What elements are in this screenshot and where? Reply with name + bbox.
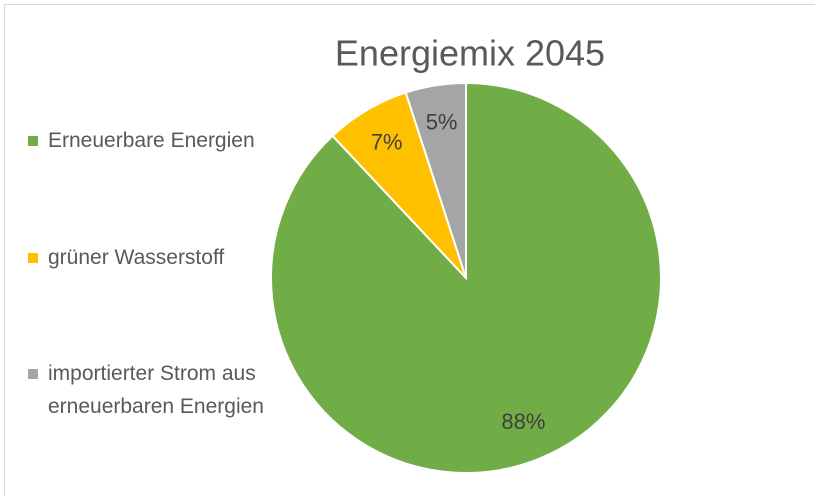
legend-swatch	[28, 136, 38, 146]
legend-label: grüner Wasserstoff	[48, 246, 225, 269]
chart-border	[4, 4, 815, 496]
legend-swatch	[28, 253, 38, 263]
chart-title: Energiemix 2045	[335, 33, 605, 74]
data-label: 88%	[501, 409, 545, 434]
data-label: 7%	[371, 130, 403, 155]
legend-label: Erneuerbare Energien	[48, 129, 255, 152]
pie-slice	[404, 81, 467, 279]
legend-swatch	[28, 369, 38, 379]
legend-entry: grüner Wasserstoff	[28, 241, 268, 274]
legend-entry: Erneuerbare Energien	[28, 124, 268, 157]
legend-entry: importierter Strom aus erneuerbaren Ener…	[28, 357, 268, 423]
legend-label: importierter Strom aus erneuerbaren Ener…	[48, 362, 264, 418]
data-label: 5%	[426, 110, 458, 135]
